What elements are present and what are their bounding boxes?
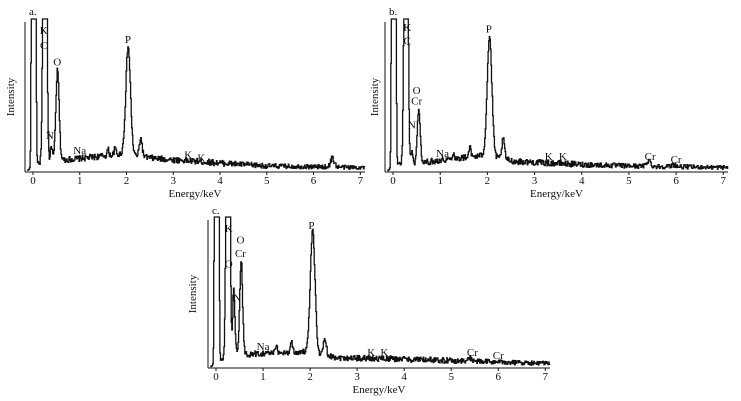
x-tick-label: 5	[448, 371, 454, 383]
x-tick-label: 0	[30, 175, 36, 187]
peak-label: K	[197, 153, 205, 165]
panel-label: b.	[389, 6, 398, 18]
x-tick-label: 3	[532, 175, 538, 187]
peak-label: O	[236, 235, 244, 247]
peak-label: O	[413, 85, 421, 97]
peak-label: O	[225, 258, 233, 270]
x-tick-label: 2	[124, 175, 130, 187]
peak-label: K	[367, 347, 375, 359]
x-axis-label: Energy/keV	[530, 188, 583, 200]
panel-label: a.	[29, 6, 37, 18]
peak-label: Cr	[493, 350, 504, 362]
peak-label: Cr	[411, 96, 422, 108]
peak-label: C	[40, 40, 47, 52]
spectrum-line	[27, 18, 366, 171]
peak-label: P	[486, 24, 492, 36]
peak-label: K	[225, 223, 233, 235]
peak-label: Cr	[235, 248, 246, 260]
x-tick-label: 1	[77, 175, 83, 187]
x-tick-label: 5	[264, 175, 270, 187]
peak-label: Na	[73, 145, 86, 157]
peak-label: K	[545, 151, 553, 163]
peak-label: K	[403, 22, 411, 34]
x-tick-label: 6	[311, 175, 317, 187]
x-tick-label: 0	[213, 371, 219, 383]
peak-label: P	[308, 220, 314, 232]
x-tick-label: 4	[217, 175, 223, 187]
y-axis-label: Intensity	[369, 77, 381, 116]
peak-label: K	[380, 347, 388, 359]
x-tick-label: 5	[626, 175, 632, 187]
peak-label: Cr	[645, 151, 656, 163]
x-axis-label: Energy/keV	[353, 384, 406, 396]
x-tick-label: 7	[721, 175, 727, 187]
x-tick-label: 1	[437, 175, 443, 187]
x-tick-label: 2	[485, 175, 491, 187]
x-tick-label: 6	[673, 175, 679, 187]
x-tick-label: 4	[579, 175, 585, 187]
x-tick-label: 1	[260, 371, 266, 383]
x-tick-label: 4	[401, 371, 407, 383]
peak-label: Na	[436, 148, 449, 160]
y-axis-label: Intensity	[5, 77, 17, 116]
peak-label: C	[404, 36, 411, 48]
y-axis-label: Intensity	[187, 274, 199, 313]
peak-label: K	[559, 151, 567, 163]
x-tick-label: 6	[496, 371, 502, 383]
peak-label: P	[125, 34, 131, 46]
x-tick-label: 7	[543, 371, 549, 383]
peak-label: N	[46, 130, 54, 142]
spectrum-line	[387, 18, 729, 172]
x-tick-label: 0	[390, 175, 396, 187]
x-tick-label: 3	[171, 175, 177, 187]
x-tick-label: 3	[354, 371, 360, 383]
peak-label: Cr	[467, 347, 478, 359]
x-tick-label: 2	[307, 371, 313, 383]
spectrum-line	[210, 216, 551, 368]
peak-label: N	[408, 120, 416, 132]
x-tick-label: 7	[358, 175, 364, 187]
panel-label: c.	[212, 205, 220, 217]
peak-label: Cr	[671, 154, 682, 166]
peak-label: K	[184, 150, 192, 162]
peak-label: O	[53, 57, 61, 69]
peak-label: N	[233, 292, 241, 304]
peak-label: K	[40, 25, 48, 37]
peak-label: Na	[257, 341, 270, 353]
x-axis-label: Energy/keV	[169, 188, 222, 200]
